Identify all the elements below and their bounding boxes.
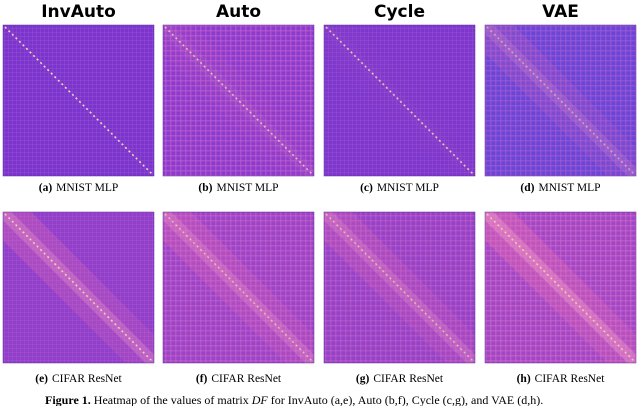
heatmap-frame [323, 24, 476, 177]
subcaption-label: (d) [520, 182, 534, 194]
subcaption-label: (a) [39, 182, 53, 194]
subcaption-label: (e) [35, 373, 48, 385]
heatmap-frame [484, 24, 637, 177]
subcaption: (h) CIFAR ResNet [517, 373, 606, 385]
subcaption: (a) MNIST MLP [39, 182, 119, 194]
heatmap-frame [162, 211, 315, 364]
subcaption: (f) CIFAR ResNet [196, 373, 282, 385]
subcaption: (e) CIFAR ResNet [35, 373, 122, 385]
column-title: VAE [542, 2, 579, 22]
caption-math: DF [251, 393, 269, 406]
heatmap [162, 24, 315, 177]
caption-text: for InvAuto (a,e), Auto (b,f), Cycle (c,… [268, 393, 543, 406]
subcaption-label: (c) [360, 182, 373, 194]
subcaption-text: CIFAR ResNet [373, 373, 444, 385]
subcaption-text: CIFAR ResNet [211, 373, 282, 385]
heatmap-frame [484, 211, 637, 364]
heatmap [2, 24, 155, 177]
subcaption: (d) MNIST MLP [520, 182, 600, 194]
heatmap [162, 211, 315, 364]
figure-caption: Figure 1. Heatmap of the values of matri… [45, 393, 543, 406]
heatmap [323, 24, 476, 177]
subcaption-text: MNIST MLP [377, 182, 439, 194]
subcaption-label: (g) [356, 373, 370, 385]
column-title: Cycle [374, 2, 425, 22]
heatmap [484, 24, 637, 177]
heatmap-frame [162, 24, 315, 177]
subcaption-text: MNIST MLP [56, 182, 118, 194]
subcaption-text: CIFAR ResNet [52, 373, 123, 385]
subcaption-text: MNIST MLP [538, 182, 600, 194]
heatmap-frame [2, 211, 155, 364]
column-title: InvAuto [41, 2, 116, 22]
caption-text: Heatmap of the values of matrix [91, 393, 252, 406]
heatmap [2, 211, 155, 364]
subcaption: (c) MNIST MLP [360, 182, 439, 194]
column-title: Auto [216, 2, 261, 22]
subcaption-text: MNIST MLP [216, 182, 278, 194]
subcaption: (g) CIFAR ResNet [356, 373, 444, 385]
heatmap [484, 211, 637, 364]
subcaption-text: CIFAR ResNet [535, 373, 606, 385]
subcaption-label: (f) [196, 373, 208, 385]
heatmap-frame [2, 24, 155, 177]
heatmap [323, 211, 476, 364]
heatmap-frame [323, 211, 476, 364]
caption-label: Figure 1. [45, 393, 91, 406]
subcaption-label: (h) [517, 373, 531, 385]
subcaption-label: (b) [198, 182, 212, 194]
subcaption: (b) MNIST MLP [198, 182, 278, 194]
